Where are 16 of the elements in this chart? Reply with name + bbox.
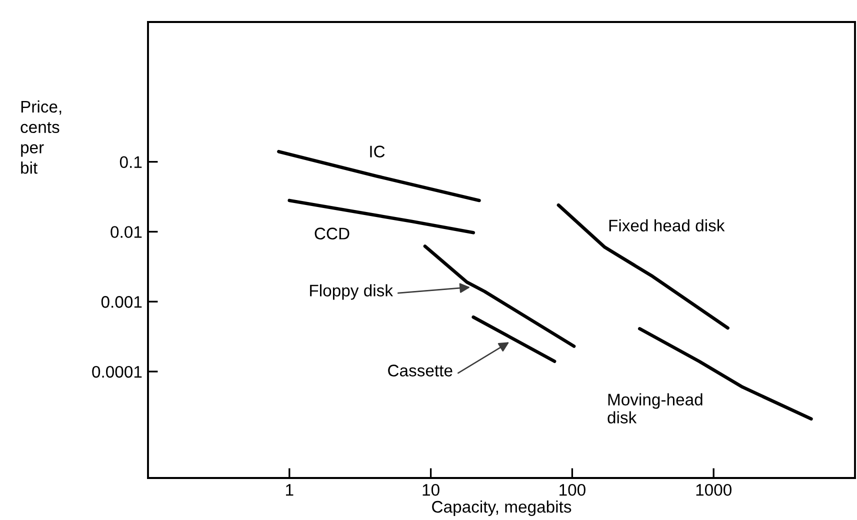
- series-label: Moving-head disk: [608, 393, 702, 424]
- x-axis-title: Capacity, megabits: [432, 500, 572, 516]
- x-tick-label: 1: [286, 484, 294, 496]
- y-tick-label: 0.001: [101, 296, 142, 308]
- x-tick-label: 10: [422, 484, 440, 496]
- y-tick-label: 0.0001: [92, 366, 142, 378]
- x-tick-label: 100: [560, 484, 586, 496]
- text: Cassette: [388, 364, 452, 376]
- y-tick-label: 0.1: [120, 156, 142, 168]
- text: Floppy disk: [310, 284, 394, 300]
- y-axis-title: Price, cents per bit: [20, 100, 62, 174]
- series-label: CCD: [314, 228, 350, 240]
- x-tick-label: 1000: [696, 484, 732, 496]
- series-label: IC: [370, 146, 385, 158]
- series-label: Fixed head disk: [609, 219, 725, 232]
- y-tick-label: 0.01: [110, 226, 142, 238]
